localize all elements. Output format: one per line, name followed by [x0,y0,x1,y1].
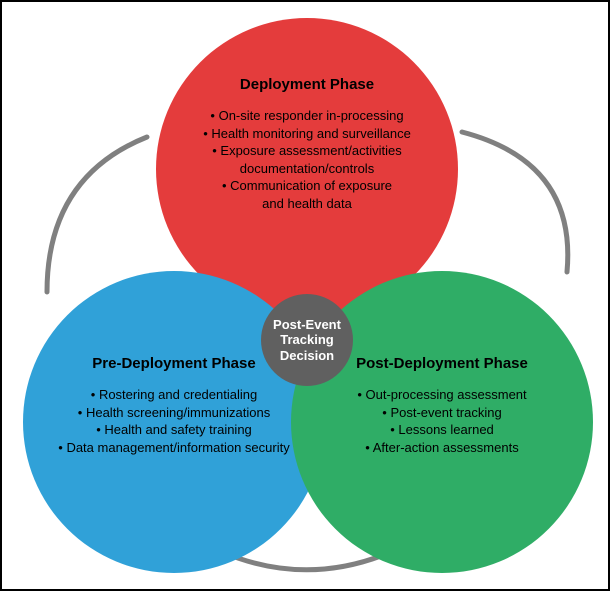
phase-item: Health monitoring and surveillance [156,125,458,143]
phase-item: and health data [156,195,458,213]
deployment-phase-title: Deployment Phase [156,18,458,93]
phase-item: Post-event tracking [291,404,593,422]
diagram-frame: Deployment Phase On-site responder in-pr… [0,0,610,591]
phase-item: Health screening/immunizations [23,404,325,422]
deployment-phase-items: On-site responder in-processingHealth mo… [156,107,458,212]
phase-item: On-site responder in-processing [156,107,458,125]
phase-item: After-action assessments [291,439,593,457]
center-label: Post-Event Tracking Decision [273,317,341,364]
phase-item: Exposure assessment/activities [156,142,458,160]
phase-item: Data management/information security [23,439,325,457]
phase-item: Communication of exposure [156,177,458,195]
pre-deployment-phase-items: Rostering and credentialingHealth screen… [23,386,325,456]
phase-item: Out-processing assessment [291,386,593,404]
post-deployment-phase-items: Out-processing assessmentPost-event trac… [291,386,593,456]
phase-item: documentation/controls [156,160,458,178]
phase-item: Rostering and credentialing [23,386,325,404]
post-event-tracking-decision-circle: Post-Event Tracking Decision [261,294,353,386]
phase-item: Health and safety training [23,421,325,439]
phase-item: Lessons learned [291,421,593,439]
